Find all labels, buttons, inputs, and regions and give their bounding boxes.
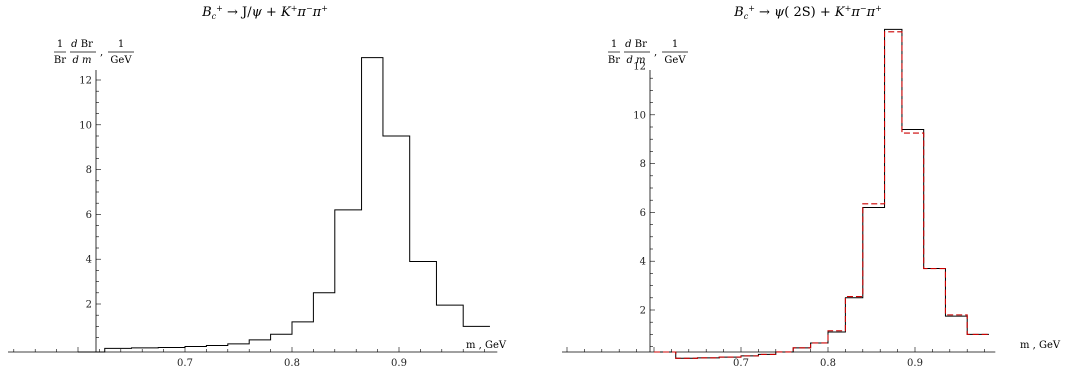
x-tick-label: 0.8 xyxy=(820,358,836,369)
y-tick-label: 2 xyxy=(86,300,92,311)
left-chart-title: Bc+ → J/ψ + K+π−π+ xyxy=(201,4,328,21)
y-tick-label: 12 xyxy=(633,62,646,73)
svg-text:d Br: d Br xyxy=(625,39,647,50)
svg-text:d m: d m xyxy=(626,55,645,66)
right-chart-title: Bc+ → ψ( 2S) + K+π−π+ xyxy=(733,4,882,21)
right-chart: Bc+ → ψ( 2S) + K+π−π+ 1 Br d Br d m , 1 … xyxy=(562,4,1061,369)
right-x-axis-label: m , GeV xyxy=(1020,340,1061,351)
y-tick-label: 12 xyxy=(79,76,92,87)
y-tick-label: 10 xyxy=(79,120,92,131)
x-tick-label: 0.9 xyxy=(391,358,407,369)
y-tick-label: 4 xyxy=(86,255,92,266)
x-tick-label: 0.7 xyxy=(177,358,193,369)
series-line-dashed xyxy=(654,31,989,359)
svg-text:GeV: GeV xyxy=(110,55,132,66)
svg-text:d m: d m xyxy=(72,55,91,66)
svg-text:1: 1 xyxy=(118,39,124,50)
y-tick-label: 8 xyxy=(640,159,646,170)
x-tick-label: 0.9 xyxy=(907,358,923,369)
series-line xyxy=(78,57,490,353)
svg-text:1: 1 xyxy=(672,39,678,50)
svg-text:,: , xyxy=(654,47,657,58)
right-y-axis-label: 1 Br d Br d m , 1 GeV xyxy=(608,39,688,66)
left-chart: Bc+ → J/ψ + K+π−π+ 1 Br d Br d m , 1 GeV… xyxy=(8,4,507,369)
y-tick-label: 6 xyxy=(640,208,646,219)
svg-text:1: 1 xyxy=(57,39,63,50)
y-tick-label: 8 xyxy=(86,165,92,176)
y-tick-label: 6 xyxy=(86,210,92,221)
x-tick-label: 0.7 xyxy=(733,358,749,369)
svg-text:d Br: d Br xyxy=(71,39,93,50)
series-line xyxy=(654,28,989,359)
svg-text:1: 1 xyxy=(611,39,617,50)
left-y-axis-label: 1 Br d Br d m , 1 GeV xyxy=(54,39,134,66)
x-tick-label: 0.8 xyxy=(284,358,300,369)
svg-text:Br: Br xyxy=(608,55,620,66)
y-tick-label: 10 xyxy=(633,110,646,121)
left-x-axis-label: m , GeV xyxy=(466,340,507,351)
svg-text:Br: Br xyxy=(54,55,66,66)
y-tick-label: 4 xyxy=(640,257,646,268)
svg-text:,: , xyxy=(100,47,103,58)
y-tick-label: 2 xyxy=(640,306,646,317)
svg-text:GeV: GeV xyxy=(664,55,686,66)
